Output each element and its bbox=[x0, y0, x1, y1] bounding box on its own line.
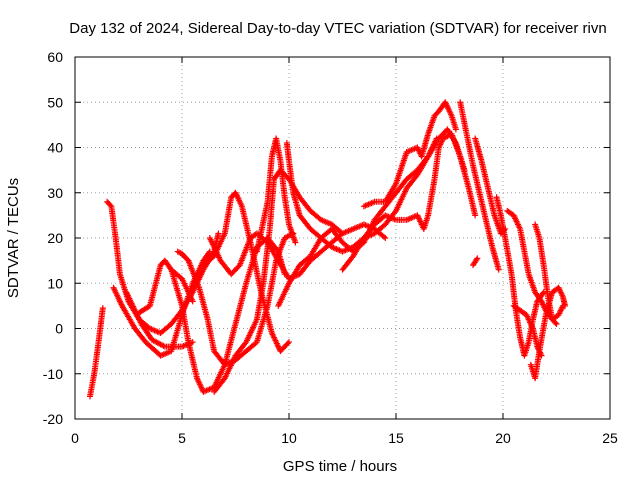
y-tick-label: -10 bbox=[43, 366, 63, 382]
data-points bbox=[86, 99, 569, 400]
x-tick-label: 0 bbox=[71, 430, 79, 446]
x-axis-ticks: 0 5 10 15 20 25 bbox=[71, 57, 618, 446]
data-point bbox=[99, 305, 106, 312]
y-tick-label: 40 bbox=[47, 140, 63, 156]
data-point bbox=[284, 340, 291, 347]
data-point bbox=[205, 249, 212, 256]
y-axis-label: SDTVAR / TECUs bbox=[5, 178, 22, 298]
data-series bbox=[532, 221, 566, 323]
data-point bbox=[206, 248, 213, 255]
chart-title: Day 132 of 2024, Sidereal Day-to-day VTE… bbox=[69, 20, 606, 37]
data-series bbox=[360, 99, 459, 210]
data-point bbox=[553, 320, 560, 327]
data-series bbox=[493, 194, 547, 359]
data-point bbox=[452, 126, 459, 133]
data-series bbox=[283, 135, 440, 255]
data-point bbox=[382, 235, 389, 241]
data-series bbox=[136, 257, 196, 316]
data-series bbox=[253, 135, 299, 255]
data-point bbox=[292, 239, 299, 246]
x-tick-label: 25 bbox=[602, 430, 618, 446]
data-point bbox=[286, 339, 292, 346]
data-point bbox=[559, 302, 566, 309]
y-tick-label: 30 bbox=[47, 185, 63, 201]
data-point bbox=[552, 319, 559, 326]
data-series bbox=[470, 255, 481, 269]
data-point bbox=[189, 298, 196, 305]
data-series bbox=[200, 189, 292, 355]
y-tick-label: 60 bbox=[47, 49, 63, 65]
y-tick-label: 10 bbox=[47, 275, 63, 291]
y-tick-label: 0 bbox=[55, 321, 63, 337]
x-tick-label: 5 bbox=[178, 430, 186, 446]
data-point bbox=[215, 230, 222, 237]
x-axis-label: GPS time / hours bbox=[283, 458, 397, 475]
data-series bbox=[123, 289, 196, 350]
x-tick-label: 15 bbox=[388, 430, 404, 446]
y-axis-ticks: -20 -10 0 10 20 30 40 50 60 bbox=[43, 49, 610, 427]
x-tick-label: 20 bbox=[495, 430, 511, 446]
data-series bbox=[527, 284, 569, 382]
y-tick-label: -20 bbox=[43, 411, 63, 427]
data-point bbox=[495, 266, 502, 273]
data-point bbox=[433, 135, 440, 142]
data-point bbox=[380, 233, 387, 240]
data-series bbox=[86, 305, 106, 400]
data-series bbox=[339, 130, 479, 273]
x-tick-label: 10 bbox=[281, 430, 297, 446]
y-tick-label: 20 bbox=[47, 230, 63, 246]
data-point bbox=[474, 255, 481, 262]
data-point bbox=[540, 289, 547, 296]
y-tick-label: 50 bbox=[47, 94, 63, 110]
data-point bbox=[472, 212, 479, 219]
data-point bbox=[107, 202, 114, 209]
data-series bbox=[457, 99, 502, 273]
data-point bbox=[473, 256, 480, 263]
